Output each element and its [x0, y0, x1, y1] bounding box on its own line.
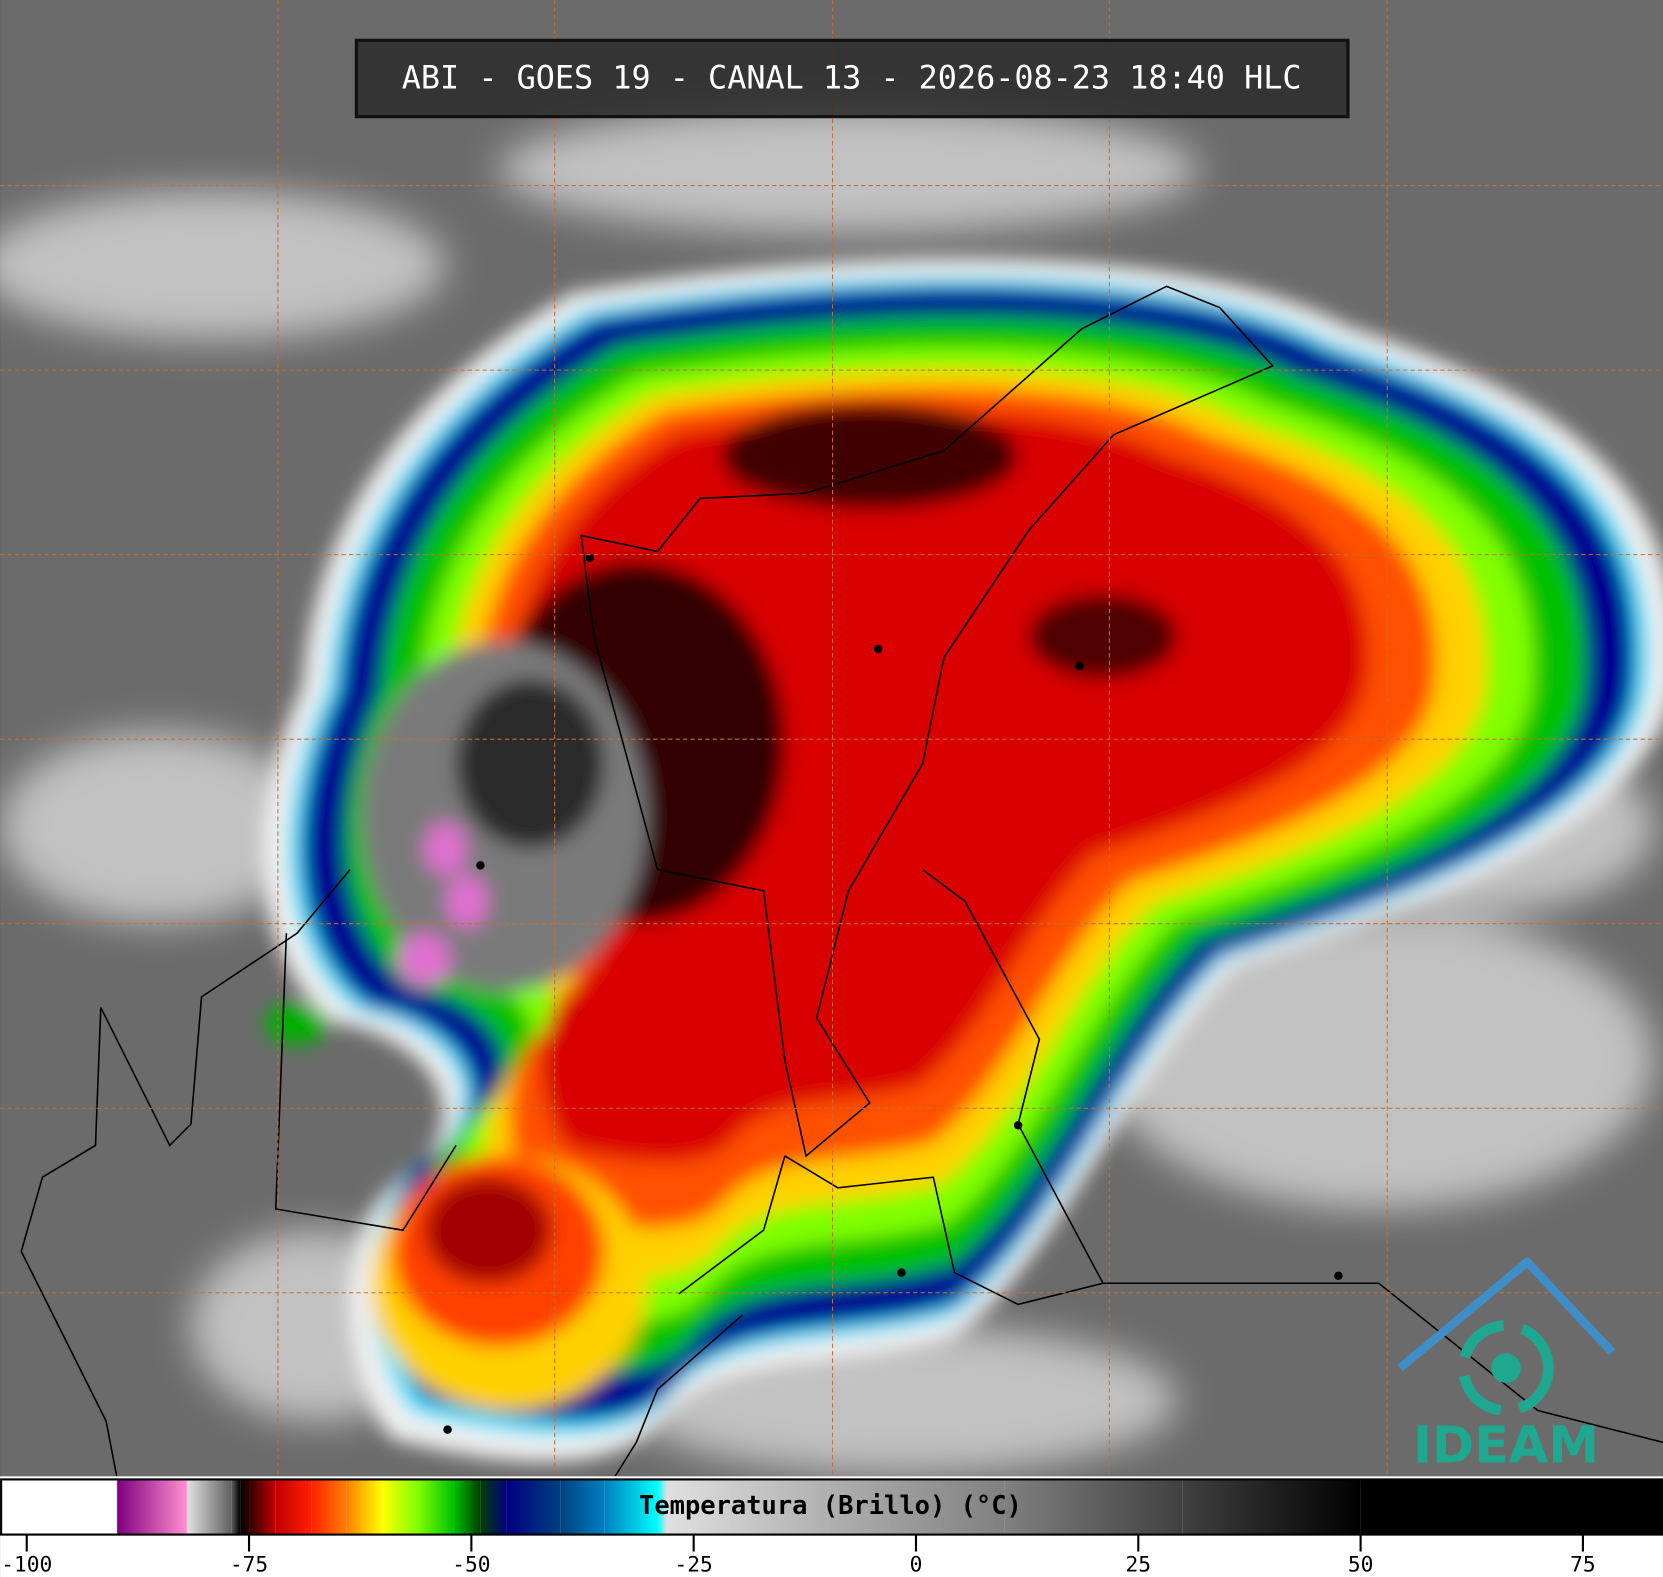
tick-label: 25: [1126, 1552, 1152, 1577]
tick-label: 75: [1570, 1552, 1596, 1577]
colorbar-segment: [240, 1479, 250, 1535]
satellite-map: [0, 0, 1663, 1477]
colorbar-segment: [117, 1479, 187, 1535]
colorbar-segment: [827, 1479, 1005, 1535]
colorbar-segment: [1360, 1479, 1663, 1535]
tick-label: -100: [1, 1552, 52, 1577]
tick-label: -75: [230, 1552, 268, 1577]
colorbar-segment: [0, 1479, 117, 1535]
tick-label: 0: [910, 1552, 923, 1577]
title-box: ABI - GOES 19 - CANAL 13 - 2026-08-23 18…: [354, 38, 1350, 119]
logo: IDEAM: [1397, 1257, 1616, 1476]
colorbar-segment: [417, 1479, 454, 1535]
colorbar-segment: [249, 1479, 276, 1535]
colorbar-frame: [0, 1478, 1663, 1536]
colorbar: [0, 1476, 1663, 1577]
colorbar-label: Temperatura (Brillo) (°C): [639, 1491, 1022, 1521]
colorbar-segment: [1004, 1479, 1183, 1535]
colorbar-segment: [1182, 1479, 1361, 1535]
colorbar-segment: [187, 1479, 232, 1535]
colorbar-segment: [382, 1479, 418, 1535]
colorbar-segment: [604, 1479, 659, 1535]
colorbar-segment: [506, 1479, 561, 1535]
colorbar-segment: [453, 1479, 481, 1535]
colorbar-segment: [658, 1479, 667, 1535]
logo-text: IDEAM: [1413, 1417, 1599, 1476]
colorbar-segment: [116, 1479, 118, 1535]
colorbar-segment: [311, 1479, 347, 1535]
tick-label: -50: [452, 1552, 490, 1577]
tick-label: -25: [675, 1552, 713, 1577]
colorbar-segment: [666, 1479, 828, 1535]
colorbar-segment: [480, 1479, 507, 1535]
colorbar-segment: [346, 1479, 383, 1535]
colorbar-segment: [560, 1479, 605, 1535]
colorbar-segment: [186, 1479, 188, 1535]
colorbar-segment: [231, 1479, 241, 1535]
colorbar-segment: [275, 1479, 312, 1535]
tick-label: 50: [1348, 1552, 1374, 1577]
title: ABI - GOES 19 - CANAL 13 - 2026-08-23 18…: [402, 59, 1302, 97]
